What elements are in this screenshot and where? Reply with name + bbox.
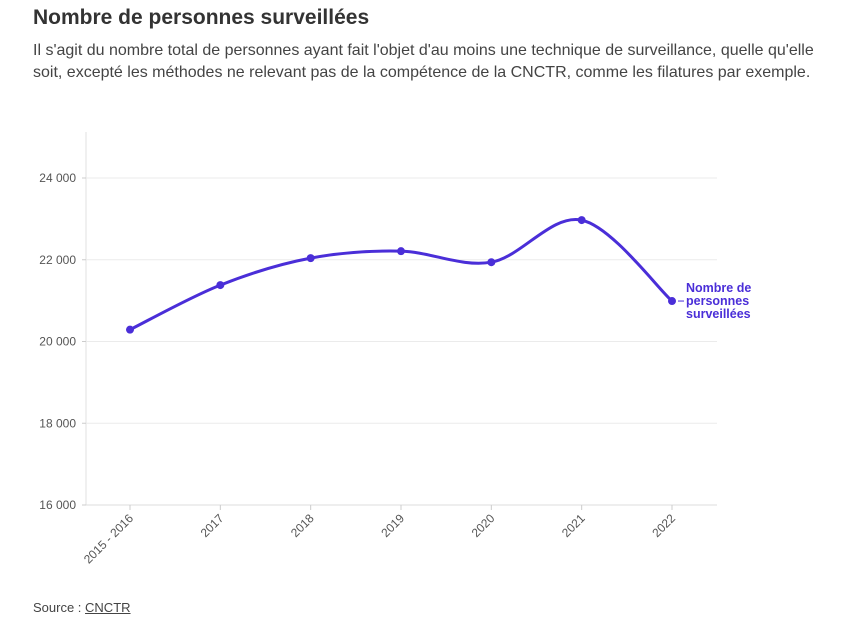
series-label: personnes (686, 294, 749, 308)
x-tick-label: 2022 (649, 511, 678, 540)
chart-subtitle: Il s'agit du nombre total de personnes a… (33, 42, 814, 81)
series-line (129, 218, 674, 331)
data-point (397, 247, 405, 256)
line-chart: 16 000 18 000 20 000 22 000 24 000 2015 - 201… (39, 132, 751, 566)
source-label: Source : (33, 600, 86, 615)
data-point (487, 258, 496, 267)
data-point (126, 325, 134, 334)
data-point (216, 281, 225, 290)
y-tick-label: 22 000 (39, 253, 76, 267)
series-label: Nombre de (686, 281, 751, 295)
source-note: Source : CNCTR (33, 600, 131, 615)
x-tick-label: 2017 (198, 511, 227, 540)
x-tick-label: 2019 (378, 511, 407, 540)
y-tick-label: 20 000 (39, 335, 76, 349)
x-tick-label: 2021 (559, 511, 588, 540)
x-tick-label: 2018 (288, 511, 317, 540)
series-label: surveillées (686, 307, 751, 321)
source-link[interactable]: CNCTR (85, 600, 131, 615)
y-tick-label: 16 000 (39, 498, 76, 512)
x-tick-label: 2020 (469, 511, 498, 540)
y-tick-label: 18 000 (39, 416, 76, 430)
data-point (577, 216, 586, 225)
x-tick-label: 2015 - 2016 (81, 511, 136, 566)
chart-title: Nombre de personnes surveillées (33, 6, 370, 29)
data-point (668, 297, 676, 306)
data-point (306, 254, 315, 263)
y-tick-label: 24 000 (39, 171, 76, 185)
